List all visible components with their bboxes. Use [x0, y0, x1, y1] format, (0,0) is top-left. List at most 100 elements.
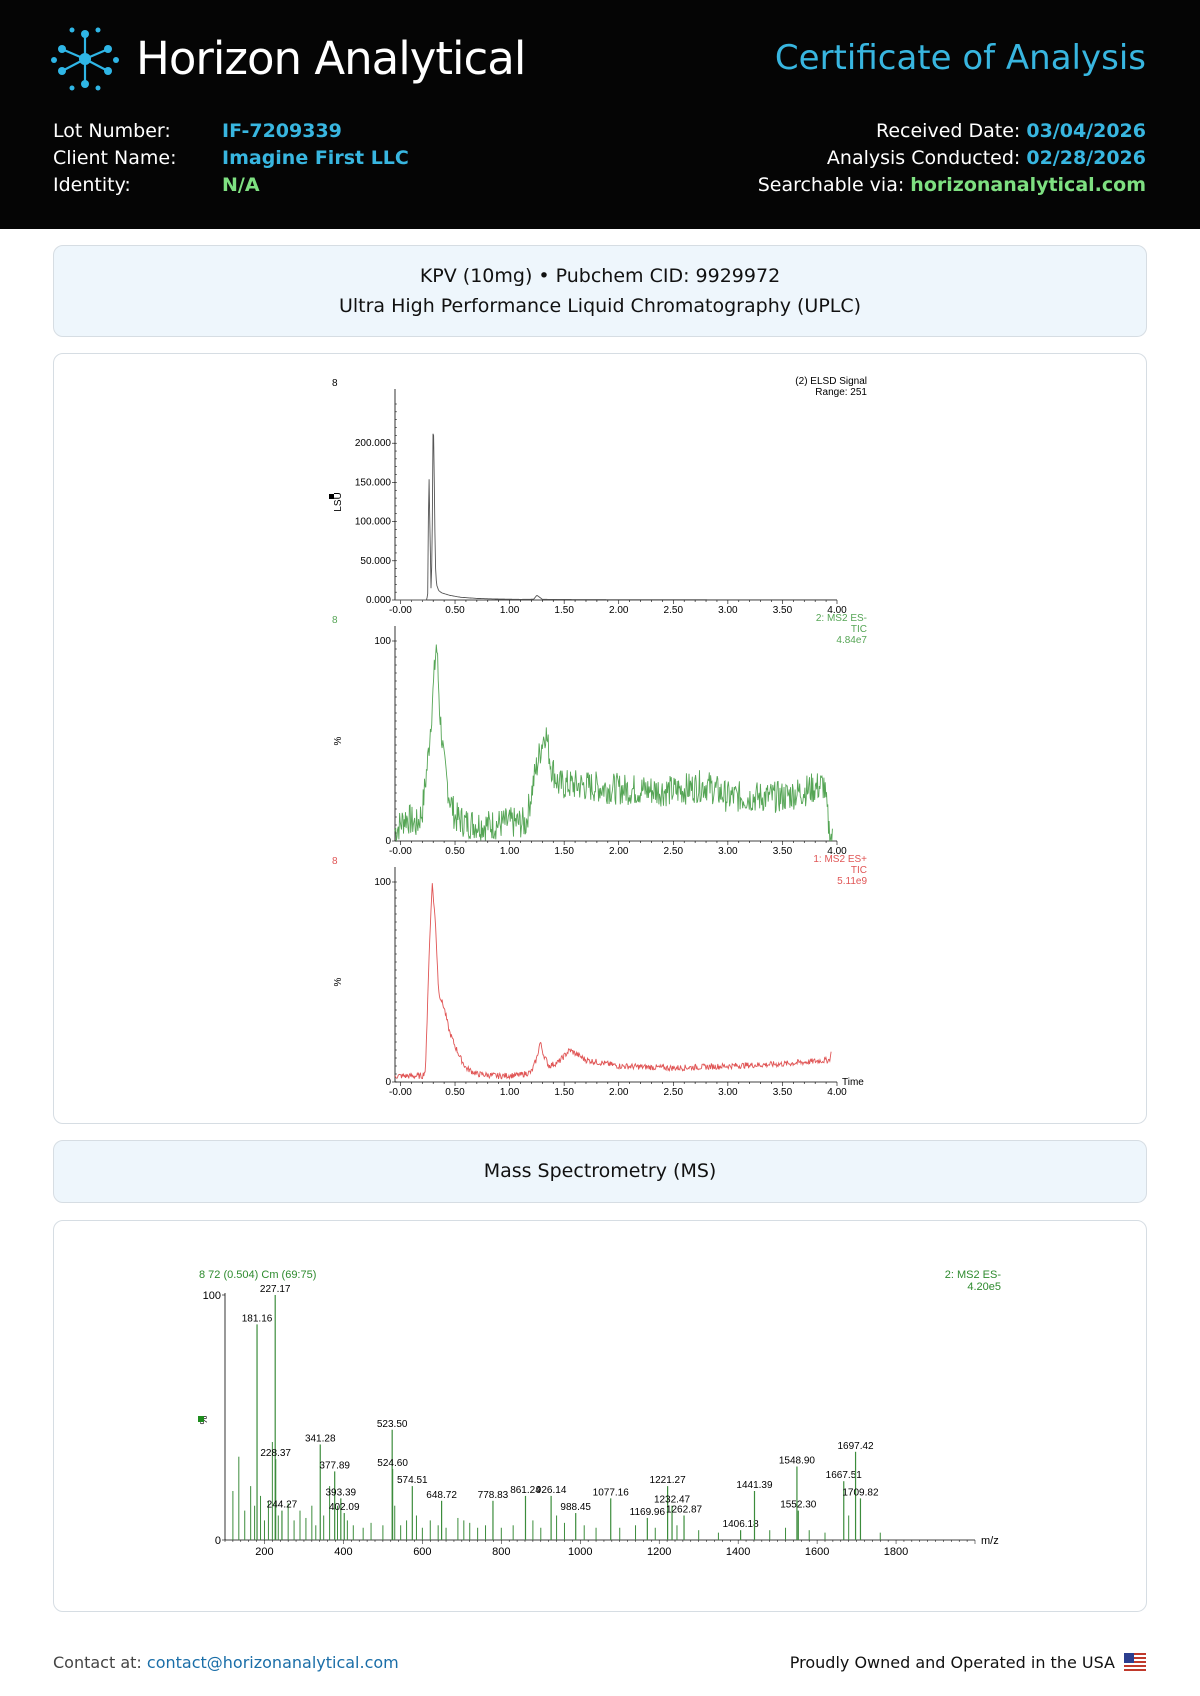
- x-axis-label: Time: [842, 1077, 864, 1088]
- peak-label: 1232.47: [653, 1494, 690, 1505]
- sample-number: 8: [332, 856, 338, 867]
- peak-label: 861.24: [510, 1484, 541, 1495]
- date-info: Received Date: 03/04/2026 Analysis Condu…: [758, 118, 1146, 199]
- y-tick-label: 150.000: [354, 477, 391, 488]
- peak-label: 648.72: [426, 1489, 457, 1500]
- lot-number-row: Lot Number: IF-7209339: [53, 118, 409, 145]
- spectrum-header-right: 2: MS2 ES-: [944, 1269, 1001, 1281]
- x-tick-label: 1800: [883, 1546, 907, 1558]
- peak-label: 1221.27: [649, 1475, 686, 1486]
- peak-label: 926.14: [535, 1484, 566, 1495]
- x-tick-label: 400: [334, 1546, 352, 1558]
- searchable-row: Searchable via: horizonanalytical.com: [758, 172, 1146, 199]
- peak-label: 393.39: [325, 1487, 356, 1498]
- x-tick-label: 1.00: [499, 1087, 519, 1098]
- field-label: Searchable via:: [757, 174, 905, 196]
- y-tick-label: 100: [202, 1290, 220, 1302]
- peak-label: 1077.16: [592, 1487, 629, 1498]
- spectrum-header-right: 4.20e5: [967, 1281, 1001, 1293]
- peak-label: 1667.51: [825, 1470, 862, 1481]
- client-name-value: Imagine First LLC: [222, 147, 409, 169]
- analysis-date-value: 02/28/2026: [1026, 147, 1146, 169]
- y-tick-label: 100.000: [354, 516, 391, 527]
- lsu-marker-icon: [328, 493, 334, 499]
- peak-label: 1552.30: [780, 1499, 817, 1510]
- x-tick-label: -0.00: [389, 605, 412, 616]
- y-tick-label: 0.000: [365, 595, 390, 606]
- trace-title-line: 4.84e7: [836, 635, 867, 646]
- x-tick-label: 3.50: [772, 846, 792, 857]
- header-banner: Horizon Analytical Certificate of Analys…: [0, 0, 1200, 229]
- footer-usa: Proudly Owned and Operated in the USA: [789, 1653, 1115, 1672]
- uplc-chromatograms: -0.00 0.50 1.00 1.50 2.00 2.50 3.00 3.50 4.00 0.0…: [328, 376, 867, 1098]
- x-tick-label: 1.50: [554, 1087, 574, 1098]
- x-tick-label: 3.50: [772, 605, 792, 616]
- trace-title-line: 1: MS2 ES+: [813, 854, 867, 865]
- peak-label: 523.50: [376, 1418, 407, 1429]
- client-name-row: Client Name: Imagine First LLC: [53, 145, 409, 172]
- y-axis-label: %: [199, 1415, 210, 1424]
- peak-label: 228.37: [260, 1448, 291, 1459]
- trace-title-line: TIC: [850, 865, 866, 876]
- x-tick-label: 1400: [725, 1546, 749, 1558]
- x-tick-label: 4.00: [827, 846, 847, 857]
- x-tick-label: 800: [492, 1546, 510, 1558]
- peak-label: 1169.96: [629, 1506, 665, 1517]
- ms-chart-panel: 200 400 600 800 1000 1200 1400 1600 1800 0 100% m/z…: [53, 1220, 1147, 1612]
- field-label: Analysis Conducted:: [826, 147, 1021, 169]
- ms-title-panel: Mass Spectrometry (MS): [53, 1140, 1147, 1203]
- x-tick-label: 1.00: [499, 846, 519, 857]
- x-tick-label: 200: [255, 1546, 273, 1558]
- peak-label: 1406.18: [722, 1519, 759, 1530]
- trace-title-line: Range: 251: [815, 387, 867, 398]
- y-tick-label: 50.000: [360, 555, 391, 566]
- brand-name: Horizon Analytical: [136, 32, 526, 85]
- y-tick-label: 0: [385, 1077, 391, 1088]
- x-tick-label: 1.50: [554, 605, 574, 616]
- x-tick-label: 1000: [568, 1546, 592, 1558]
- ms-section-title: Mass Spectrometry (MS): [483, 1160, 717, 1182]
- mass-spectrum: 200 400 600 800 1000 1200 1400 1600 1800 0 100% m/z…: [197, 1269, 1001, 1558]
- peak-label: 1262.87: [665, 1504, 702, 1515]
- peak-label: 1441.39: [736, 1480, 773, 1491]
- y-tick-label: 100: [374, 877, 391, 888]
- x-tick-label: 0.50: [445, 1087, 465, 1098]
- peak-label: 988.45: [560, 1502, 591, 1513]
- x-tick-label: 4.00: [827, 1087, 847, 1098]
- y-tick-label: 200.000: [354, 438, 391, 449]
- y-tick-label: 0: [385, 836, 391, 847]
- x-tick-label: 1.00: [499, 605, 519, 616]
- x-axis-label: m/z: [981, 1535, 999, 1547]
- y-axis-label: %: [333, 736, 344, 745]
- document-title: Certificate of Analysis: [774, 38, 1146, 78]
- contact-email-link[interactable]: contact@horizonanalytical.com: [146, 1653, 399, 1672]
- y-axis-label: %: [333, 977, 344, 986]
- trace-title-line: 5.11e9: [837, 876, 867, 887]
- x-tick-label: 2.50: [663, 605, 683, 616]
- peak-label: 1709.82: [842, 1487, 879, 1498]
- peak-label: 227.17: [259, 1284, 290, 1295]
- x-tick-label: 3.00: [718, 605, 738, 616]
- x-tick-label: 3.50: [772, 1087, 792, 1098]
- trace-line-1: [394, 643, 833, 841]
- x-tick-label: 0.50: [445, 605, 465, 616]
- usa-flag-icon: [1124, 1653, 1146, 1672]
- x-tick-label: 4.00: [827, 605, 847, 616]
- received-date-row: Received Date: 03/04/2026: [758, 118, 1146, 145]
- x-tick-label: 3.00: [718, 846, 738, 857]
- contact-label: Contact at:: [53, 1653, 142, 1672]
- peak-label: 778.83: [477, 1489, 508, 1500]
- website-link[interactable]: horizonanalytical.com: [910, 174, 1146, 196]
- field-label: Identity:: [53, 174, 131, 196]
- series-marker-icon: [197, 1415, 204, 1422]
- spectrum-header-left: 8 72 (0.504) Cm (69:75): [199, 1269, 316, 1281]
- trace-title-line: (2) ELSD Signal: [795, 376, 867, 387]
- x-tick-label: -0.00: [389, 1087, 412, 1098]
- x-tick-label: 2.50: [663, 846, 683, 857]
- sample-number: 8: [332, 378, 338, 389]
- uplc-title-panel: KPV (10mg) • Pubchem CID: 9929972 Ultra …: [53, 245, 1147, 337]
- identity-value: N/A: [222, 174, 260, 196]
- y-tick-label: 100: [374, 636, 391, 647]
- x-tick-label: 2.00: [608, 846, 628, 857]
- peak-label: 377.89: [319, 1460, 350, 1471]
